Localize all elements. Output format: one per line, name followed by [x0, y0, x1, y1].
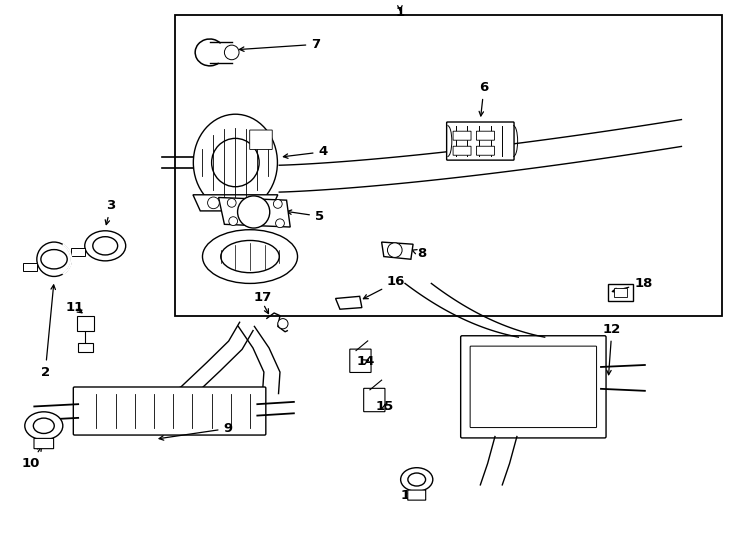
Text: 9: 9	[159, 422, 233, 440]
Text: 4: 4	[283, 145, 328, 158]
FancyBboxPatch shape	[608, 284, 633, 301]
Polygon shape	[382, 242, 413, 259]
Text: 3: 3	[105, 199, 116, 225]
FancyBboxPatch shape	[78, 343, 93, 352]
FancyBboxPatch shape	[408, 490, 426, 500]
Text: 1: 1	[396, 6, 404, 19]
FancyBboxPatch shape	[350, 349, 371, 373]
Ellipse shape	[33, 418, 54, 434]
FancyBboxPatch shape	[76, 316, 95, 332]
Text: 15: 15	[375, 401, 393, 414]
Circle shape	[238, 196, 270, 228]
Bar	[70, 248, 85, 255]
Circle shape	[277, 319, 288, 329]
Text: 11: 11	[65, 301, 84, 314]
Text: 14: 14	[356, 355, 375, 368]
Ellipse shape	[408, 473, 426, 486]
Circle shape	[208, 197, 219, 208]
Circle shape	[229, 217, 238, 226]
Text: 16: 16	[363, 275, 405, 299]
Circle shape	[275, 219, 284, 228]
FancyBboxPatch shape	[73, 387, 266, 435]
Text: 5: 5	[287, 210, 324, 223]
Ellipse shape	[203, 230, 297, 284]
FancyBboxPatch shape	[446, 122, 514, 160]
Ellipse shape	[401, 468, 433, 491]
Polygon shape	[193, 195, 277, 211]
FancyBboxPatch shape	[453, 146, 471, 155]
Polygon shape	[279, 119, 681, 192]
FancyBboxPatch shape	[476, 146, 495, 155]
Text: 2: 2	[40, 285, 56, 379]
Text: 7: 7	[239, 38, 320, 51]
FancyBboxPatch shape	[614, 288, 627, 297]
Ellipse shape	[41, 249, 68, 269]
Polygon shape	[219, 198, 290, 227]
Circle shape	[273, 200, 282, 208]
Text: 8: 8	[412, 247, 426, 260]
FancyBboxPatch shape	[461, 336, 606, 438]
Circle shape	[388, 243, 402, 258]
FancyBboxPatch shape	[250, 130, 272, 150]
Circle shape	[225, 45, 239, 60]
Text: 10: 10	[21, 447, 42, 470]
Polygon shape	[335, 296, 362, 309]
Ellipse shape	[221, 240, 279, 273]
Ellipse shape	[211, 138, 259, 187]
FancyBboxPatch shape	[363, 388, 385, 411]
Ellipse shape	[84, 231, 126, 261]
Text: 6: 6	[479, 81, 489, 116]
Ellipse shape	[37, 242, 71, 276]
Ellipse shape	[25, 412, 63, 440]
FancyBboxPatch shape	[34, 438, 54, 449]
Circle shape	[228, 199, 236, 207]
Text: 18: 18	[612, 277, 653, 293]
FancyBboxPatch shape	[476, 131, 495, 140]
Ellipse shape	[193, 114, 277, 211]
Text: 13: 13	[400, 489, 418, 502]
Bar	[175, 15, 722, 316]
Ellipse shape	[92, 237, 117, 255]
Text: 17: 17	[254, 292, 272, 305]
Text: 12: 12	[603, 322, 621, 375]
FancyBboxPatch shape	[453, 131, 471, 140]
Bar	[23, 263, 37, 271]
Circle shape	[252, 197, 264, 208]
